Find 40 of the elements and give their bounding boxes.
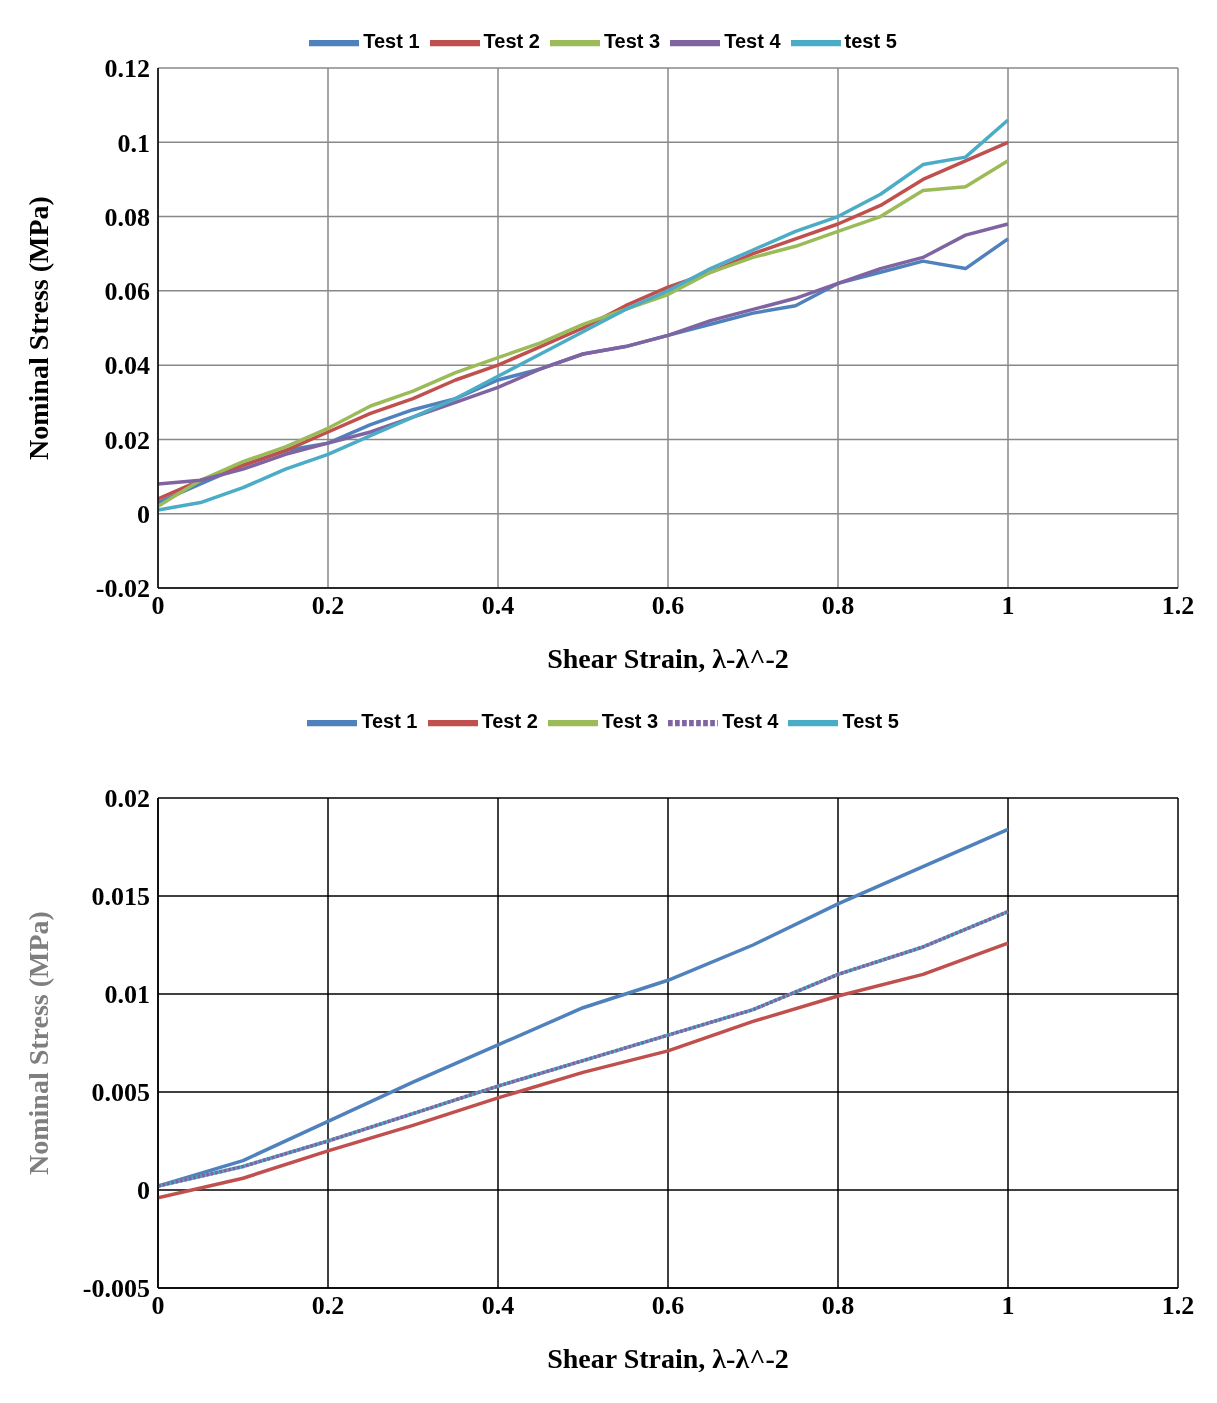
legend-label: Test 4: [724, 30, 781, 53]
x-tick-label: 1: [1001, 591, 1015, 621]
y-tick-label: 0.06: [104, 277, 150, 307]
y-tick-label: 0: [137, 499, 150, 529]
y-tick-label: 0.1: [117, 128, 150, 158]
x-tick-label: 1.2: [1161, 591, 1195, 621]
legend-label: Test 2: [481, 710, 538, 733]
legend-label: test 5: [844, 30, 897, 53]
legend-label: Test 1: [361, 710, 418, 733]
y-tick-label: 0.015: [91, 882, 150, 912]
x-tick-label: 1.2: [1161, 1291, 1195, 1321]
x-tick-label: 0.4: [481, 1291, 515, 1321]
x-tick-label: 1: [1001, 1291, 1015, 1321]
x-tick-label: 0.6: [651, 1291, 685, 1321]
x-tick-label: 0.2: [311, 591, 345, 621]
x-tick-label: 0.2: [311, 1291, 345, 1321]
legend-label: Test 4: [722, 710, 779, 733]
x-tick-label: 0.6: [651, 591, 685, 621]
x-tick-label: 0.8: [821, 591, 855, 621]
y-tick-label: 0.12: [104, 54, 150, 84]
x-axis-title: Shear Strain, λ-λ^-2: [547, 1343, 789, 1374]
legend-label: Test 3: [601, 710, 659, 733]
legend-label: Test 2: [483, 30, 540, 53]
x-tick-label: 0.8: [821, 1291, 855, 1321]
y-axis-title: Nominal Stress (MPa): [22, 196, 54, 460]
x-axis-title: Shear Strain, λ-λ^-2: [547, 643, 789, 674]
legend-label: Test 1: [363, 30, 420, 53]
y-tick-label: 0.04: [104, 351, 150, 381]
y-axis-title: Nominal Stress (MPa): [22, 911, 54, 1175]
y-tick-label: 0.01: [104, 980, 150, 1010]
y-tick-label: -0.005: [82, 1274, 150, 1304]
legend-label: Test 3: [603, 30, 661, 53]
y-tick-label: 0.08: [104, 202, 150, 232]
y-tick-label: 0.005: [91, 1078, 150, 1108]
y-tick-label: 0: [137, 1176, 150, 1206]
y-tick-label: 0.02: [104, 425, 150, 455]
x-tick-label: 0.4: [481, 591, 515, 621]
y-tick-label: -0.02: [95, 574, 150, 604]
legend-label: Test 5: [842, 710, 899, 733]
y-tick-label: 0.02: [104, 784, 150, 814]
